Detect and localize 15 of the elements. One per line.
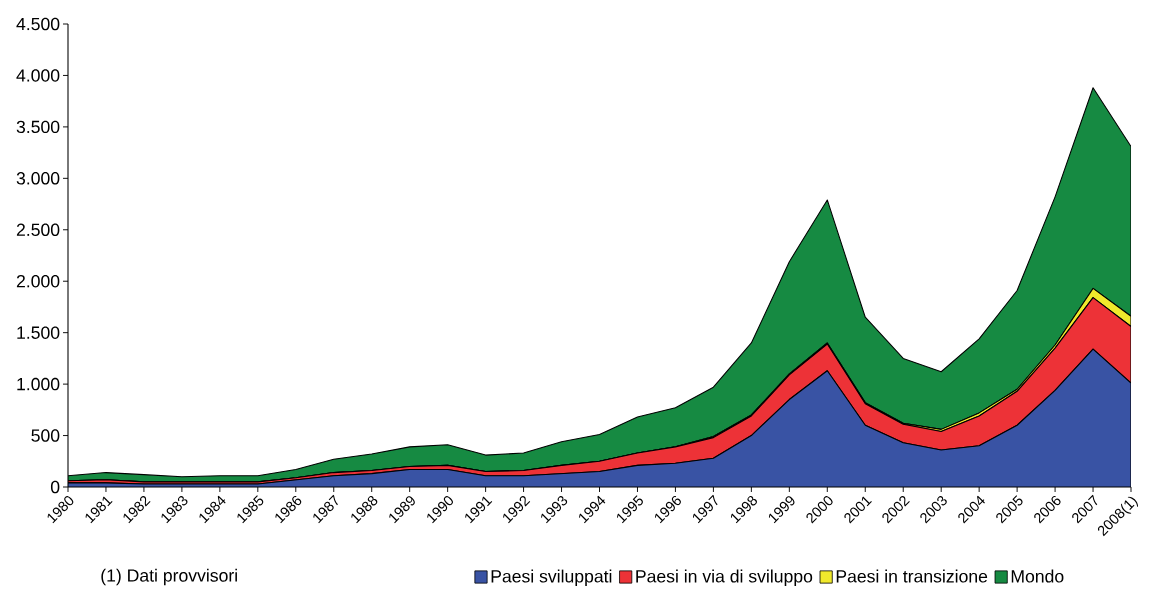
y-tick-label: 4.500 <box>16 17 60 31</box>
y-tick-label: 2.500 <box>16 223 60 236</box>
y-tick-label: 0 <box>50 480 60 494</box>
y-tick-label: 3.500 <box>16 120 60 134</box>
y-tick-label: 1.500 <box>17 326 60 339</box>
legend-label: Paesi in via di sviluppo <box>636 569 813 587</box>
y-tick-label: 1.000 <box>17 377 60 391</box>
y-tick-label: 4.000 <box>16 69 60 82</box>
legend-label: Paesi in transizione <box>836 569 988 583</box>
text: (1) Dati provvisori <box>101 568 237 586</box>
legend-label: Paesi sviluppati <box>491 569 612 587</box>
y-tick-label: 2.000 <box>16 274 60 288</box>
y-tick-label: 500 <box>31 429 60 442</box>
y-tick-label: 3.000 <box>16 172 60 185</box>
legend-label: Mondo <box>1011 569 1064 583</box>
